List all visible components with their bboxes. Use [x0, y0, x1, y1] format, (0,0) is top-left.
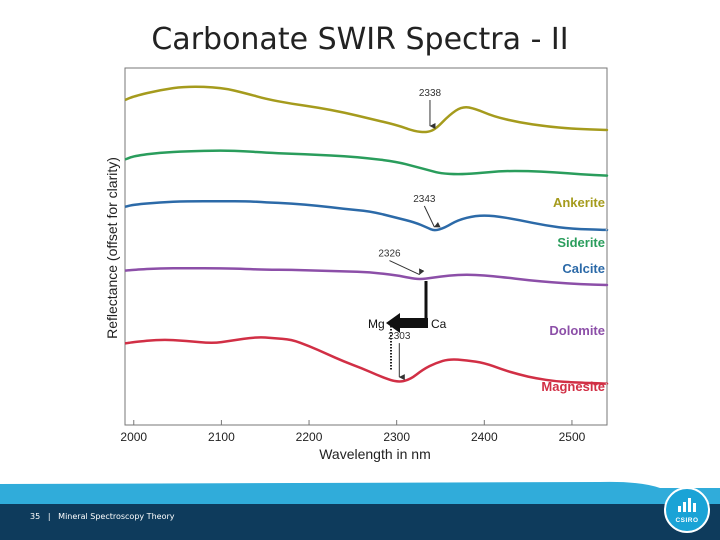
- logo-bars-icon: [678, 498, 698, 512]
- x-tick-label: 2200: [296, 430, 323, 444]
- x-tick-label: 2500: [559, 430, 586, 444]
- logo-text: CSIRO: [675, 517, 699, 524]
- csiro-logo: CSIRO: [664, 487, 710, 533]
- shift-arrow-head: [386, 313, 400, 333]
- series-group: Ankerite Siderite Calcite Dolomite Magnesite: [124, 85, 609, 394]
- x-tick-label: 2400: [471, 430, 498, 444]
- annotation-label-2338: 2338: [419, 88, 442, 99]
- series-line-magnesite: [124, 336, 609, 385]
- mg-label: Mg: [368, 317, 385, 331]
- series-label-magnesite: Magnesite: [541, 379, 605, 394]
- series-line-ankerite: [124, 85, 609, 134]
- series-label-calcite: Calcite: [562, 261, 605, 276]
- x-tick-label: 2300: [383, 430, 410, 444]
- x-tick-group: 2000 2100 2200 2300 2400 2500: [120, 420, 586, 444]
- shift-arrow-bar: [398, 318, 428, 328]
- y-axis-label: Reflectance (offset for clarity): [104, 157, 120, 339]
- footer-band: [0, 481, 720, 540]
- annotation-arrow: [423, 205, 441, 228]
- x-axis-label: Wavelength in nm: [319, 446, 431, 462]
- footer-text: 35 | Mineral Spectroscopy Theory: [30, 512, 174, 521]
- footer-accent-wave: [0, 481, 720, 508]
- footer-page-number: 35: [30, 512, 41, 521]
- annotation-arrow: [389, 260, 425, 276]
- series-line-dolomite: [124, 266, 609, 287]
- footer-main-band: [0, 504, 720, 540]
- annotation-label-2343: 2343: [413, 194, 436, 205]
- x-tick-label: 2000: [120, 430, 147, 444]
- series-label-ankerite: Ankerite: [553, 195, 605, 210]
- ca-label: Ca: [431, 317, 447, 331]
- footer-title: Mineral Spectroscopy Theory: [58, 512, 175, 521]
- series-line-calcite: [124, 200, 609, 232]
- annotation-label-2303: 2303: [388, 331, 411, 342]
- plot-frame: [124, 67, 608, 426]
- annotation-label-2326: 2326: [378, 249, 401, 260]
- series-label-dolomite: Dolomite: [549, 323, 605, 338]
- annotation-group: 2338 2343 2326 2303: [378, 88, 442, 381]
- series-label-siderite: Siderite: [557, 235, 605, 250]
- x-tick-label: 2100: [208, 430, 235, 444]
- mg-ca-shift-indicator: Mg Ca: [368, 281, 447, 370]
- series-line-siderite: [124, 149, 609, 177]
- slide-title: Carbonate SWIR Spectra - II: [151, 22, 569, 57]
- footer-separator: |: [47, 512, 51, 521]
